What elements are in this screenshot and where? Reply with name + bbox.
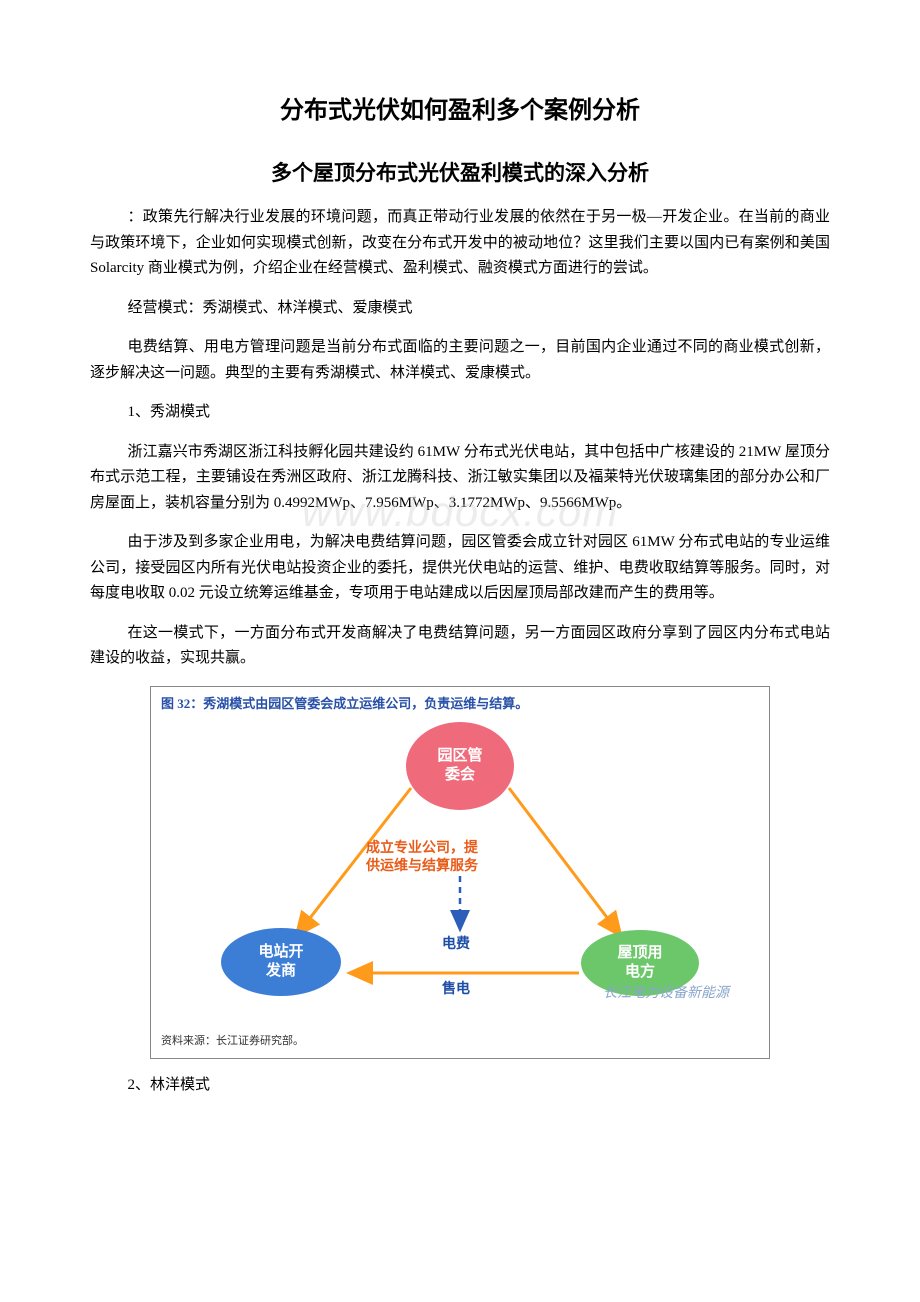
paragraph-xiuhu-winwin: 在这一模式下，一方面分布式开发商解决了电费结算问题，另一方面园区政府分享到了园区…: [90, 621, 830, 672]
paragraph-intro: ：政策先行解决行业发展的环境问题，而真正带动行业发展的依然在于另一极—开发企业。…: [90, 205, 830, 282]
node-committee: 园区管 委会: [406, 722, 514, 810]
node-committee-label: 园区管 委会: [437, 747, 482, 785]
diagram-brand: 长江电力设备新能源: [603, 982, 729, 1002]
diagram-source: 资料来源：长江证券研究部。: [161, 1032, 759, 1048]
node-developer: 电站开 发商: [221, 928, 341, 996]
label-sell: 售电: [442, 979, 470, 997]
paragraph-linyang-heading: 2、林洋模式: [90, 1073, 830, 1099]
paragraph-models: 经营模式：秀湖模式、林洋模式、爱康模式: [90, 296, 830, 322]
node-user-label: 屋顶用 电方: [617, 944, 662, 982]
label-fee: 电费: [442, 934, 470, 952]
paragraph-problem: 电费结算、用电方管理问题是当前分布式面临的主要问题之一，目前国内企业通过不同的商…: [90, 335, 830, 386]
paragraph-xiuhu-heading: 1、秀湖模式: [90, 400, 830, 426]
diagram-title: 图 32：秀湖模式由园区管委会成立运维公司，负责运维与结算。: [161, 693, 759, 712]
node-developer-label: 电站开 发商: [258, 943, 303, 981]
page-title: 分布式光伏如何盈利多个案例分析: [90, 90, 830, 125]
page-subtitle: 多个屋顶分布式光伏盈利模式的深入分析: [90, 157, 830, 187]
paragraph-xiuhu-detail: 浙江嘉兴市秀湖区浙江科技孵化园共建设约 61MW 分布式光伏电站，其中包括中广核…: [90, 440, 830, 517]
diagram-container: 图 32：秀湖模式由园区管委会成立运维公司，负责运维与结算。 园区管 委会: [150, 686, 770, 1059]
diagram-canvas: 园区管 委会 电站开 发商 屋顶用 电方 成立专业公司，提 供运维与结算服务 电…: [161, 718, 759, 1028]
label-service: 成立专业公司，提 供运维与结算服务: [366, 838, 478, 874]
paragraph-xiuhu-solution: 由于涉及到多家企业用电，为解决电费结算问题，园区管委会成立针对园区 61MW 分…: [90, 530, 830, 607]
